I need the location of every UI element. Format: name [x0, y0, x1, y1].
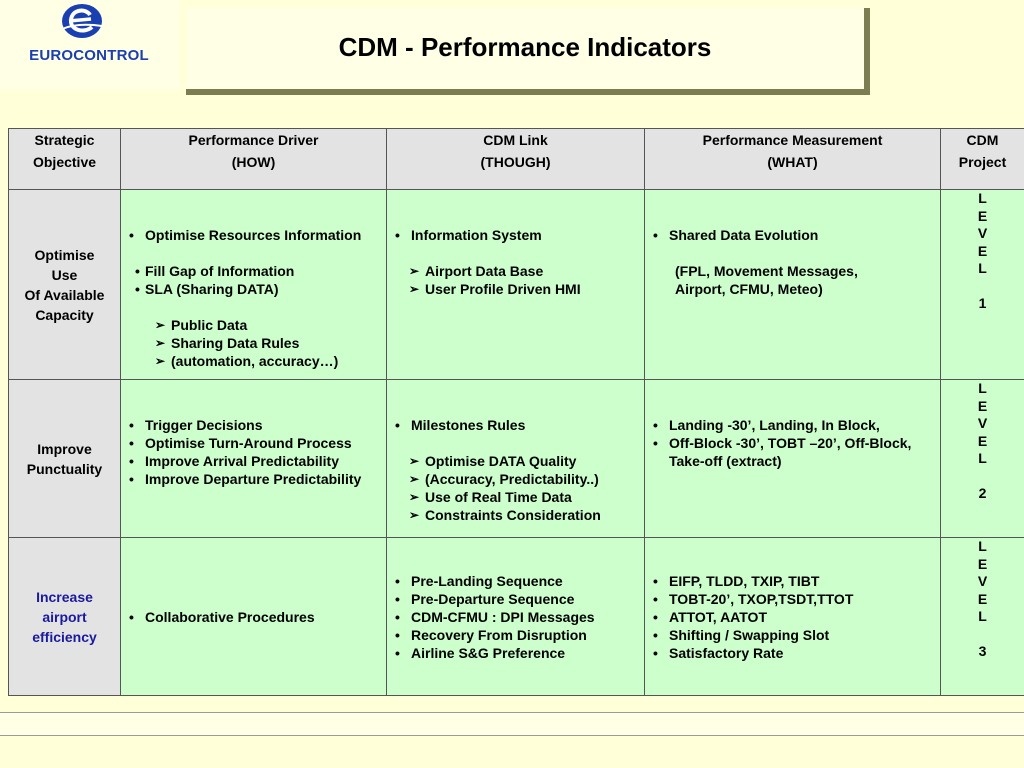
list-item: Improve Arrival Predictability — [121, 452, 386, 470]
link-cell: Pre-Landing Sequence Pre-Departure Seque… — [386, 537, 645, 696]
list-item: Shared Data Evolution — [645, 226, 940, 244]
objective-cell: Increase airport efficiency — [8, 537, 121, 696]
eurocontrol-logo: EUROCONTROL — [0, 0, 180, 90]
list-item: CDM-CFMU : DPI Messages — [387, 608, 644, 626]
list-item: Constraints Consideration — [409, 506, 644, 524]
driver-cell: Trigger Decisions Optimise Turn-Around P… — [120, 379, 387, 538]
list-item: Improve Departure Predictability — [121, 470, 386, 488]
list-item: Landing -30’, Landing, In Block, — [645, 416, 940, 434]
list-item: (Accuracy, Predictability..) — [409, 470, 644, 488]
list-item: Information System — [387, 226, 644, 244]
title-box: CDM - Performance Indicators — [186, 8, 870, 95]
header-cdm-link: CDM Link (THOUGH) — [386, 128, 645, 190]
measurement-cell: Shared Data Evolution (FPL, Movement Mes… — [644, 189, 941, 380]
link-cell: Milestones Rules Optimise DATA Quality (… — [386, 379, 645, 538]
list-item: EIFP, TLDD, TXIP, TIBT — [645, 572, 940, 590]
list-item: Fill Gap of Information — [135, 262, 386, 280]
driver-cell: Optimise Resources Information Fill Gap … — [120, 189, 387, 380]
header-performance-measurement: Performance Measurement (WHAT) — [644, 128, 941, 190]
measurement-note: (FPL, Movement Messages, Airport, CFMU, M… — [675, 263, 858, 297]
list-item: Trigger Decisions — [121, 416, 386, 434]
list-item: Shifting / Swapping Slot — [645, 626, 940, 644]
header-cdm-project: CDM Project — [940, 128, 1024, 190]
list-item: SLA (Sharing DATA) — [135, 280, 386, 298]
list-item: Pre-Landing Sequence — [387, 572, 644, 590]
page-title: CDM - Performance Indicators — [338, 32, 712, 62]
list-item: Optimise DATA Quality — [409, 452, 644, 470]
list-item: Milestones Rules — [387, 416, 644, 434]
list-item: Collaborative Procedures — [121, 608, 386, 626]
measurement-cell: Landing -30’, Landing, In Block, Off-Blo… — [644, 379, 941, 538]
objective-cell: Improve Punctuality — [8, 379, 121, 538]
list-item: User Profile Driven HMI — [409, 280, 644, 298]
list-item: Use of Real Time Data — [409, 488, 644, 506]
list-item: Off-Block -30’, TOBT –20’, Off-Block, Ta… — [645, 434, 940, 470]
list-item: Pre-Departure Sequence — [387, 590, 644, 608]
logo-text: EUROCONTROL — [29, 47, 149, 64]
objective-cell: Optimise Use Of Available Capacity — [8, 189, 121, 380]
header-strategic-objective: Strategic Objective — [8, 128, 121, 190]
measurement-cell: EIFP, TLDD, TXIP, TIBT TOBT-20’, TXOP,TS… — [644, 537, 941, 696]
eurocontrol-logo-icon — [61, 4, 103, 38]
list-item: TOBT-20’, TXOP,TSDT,TTOT — [645, 590, 940, 608]
header-performance-driver: Performance Driver (HOW) — [120, 128, 387, 190]
list-item: Sharing Data Rules — [155, 334, 386, 352]
list-item: Optimise Resources Information — [121, 226, 386, 244]
list-item: Recovery From Disruption — [387, 626, 644, 644]
driver-cell: Collaborative Procedures — [120, 537, 387, 696]
list-item: Optimise Turn-Around Process — [121, 434, 386, 452]
performance-table: Strategic Objective Performance Driver (HO… — [8, 128, 1024, 696]
link-cell: Information System Airport Data Base Use… — [386, 189, 645, 380]
list-item: (automation, accuracy…) — [155, 352, 386, 370]
list-item: Airport Data Base — [409, 262, 644, 280]
list-item: Airline S&G Preference — [387, 644, 644, 662]
bottom-bar — [0, 712, 1024, 736]
list-item: ATTOT, AATOT — [645, 608, 940, 626]
list-item: Satisfactory Rate — [645, 644, 940, 662]
list-item: Public Data — [155, 316, 386, 334]
header-row: Strategic Objective Performance Driver (HO… — [8, 128, 1024, 190]
